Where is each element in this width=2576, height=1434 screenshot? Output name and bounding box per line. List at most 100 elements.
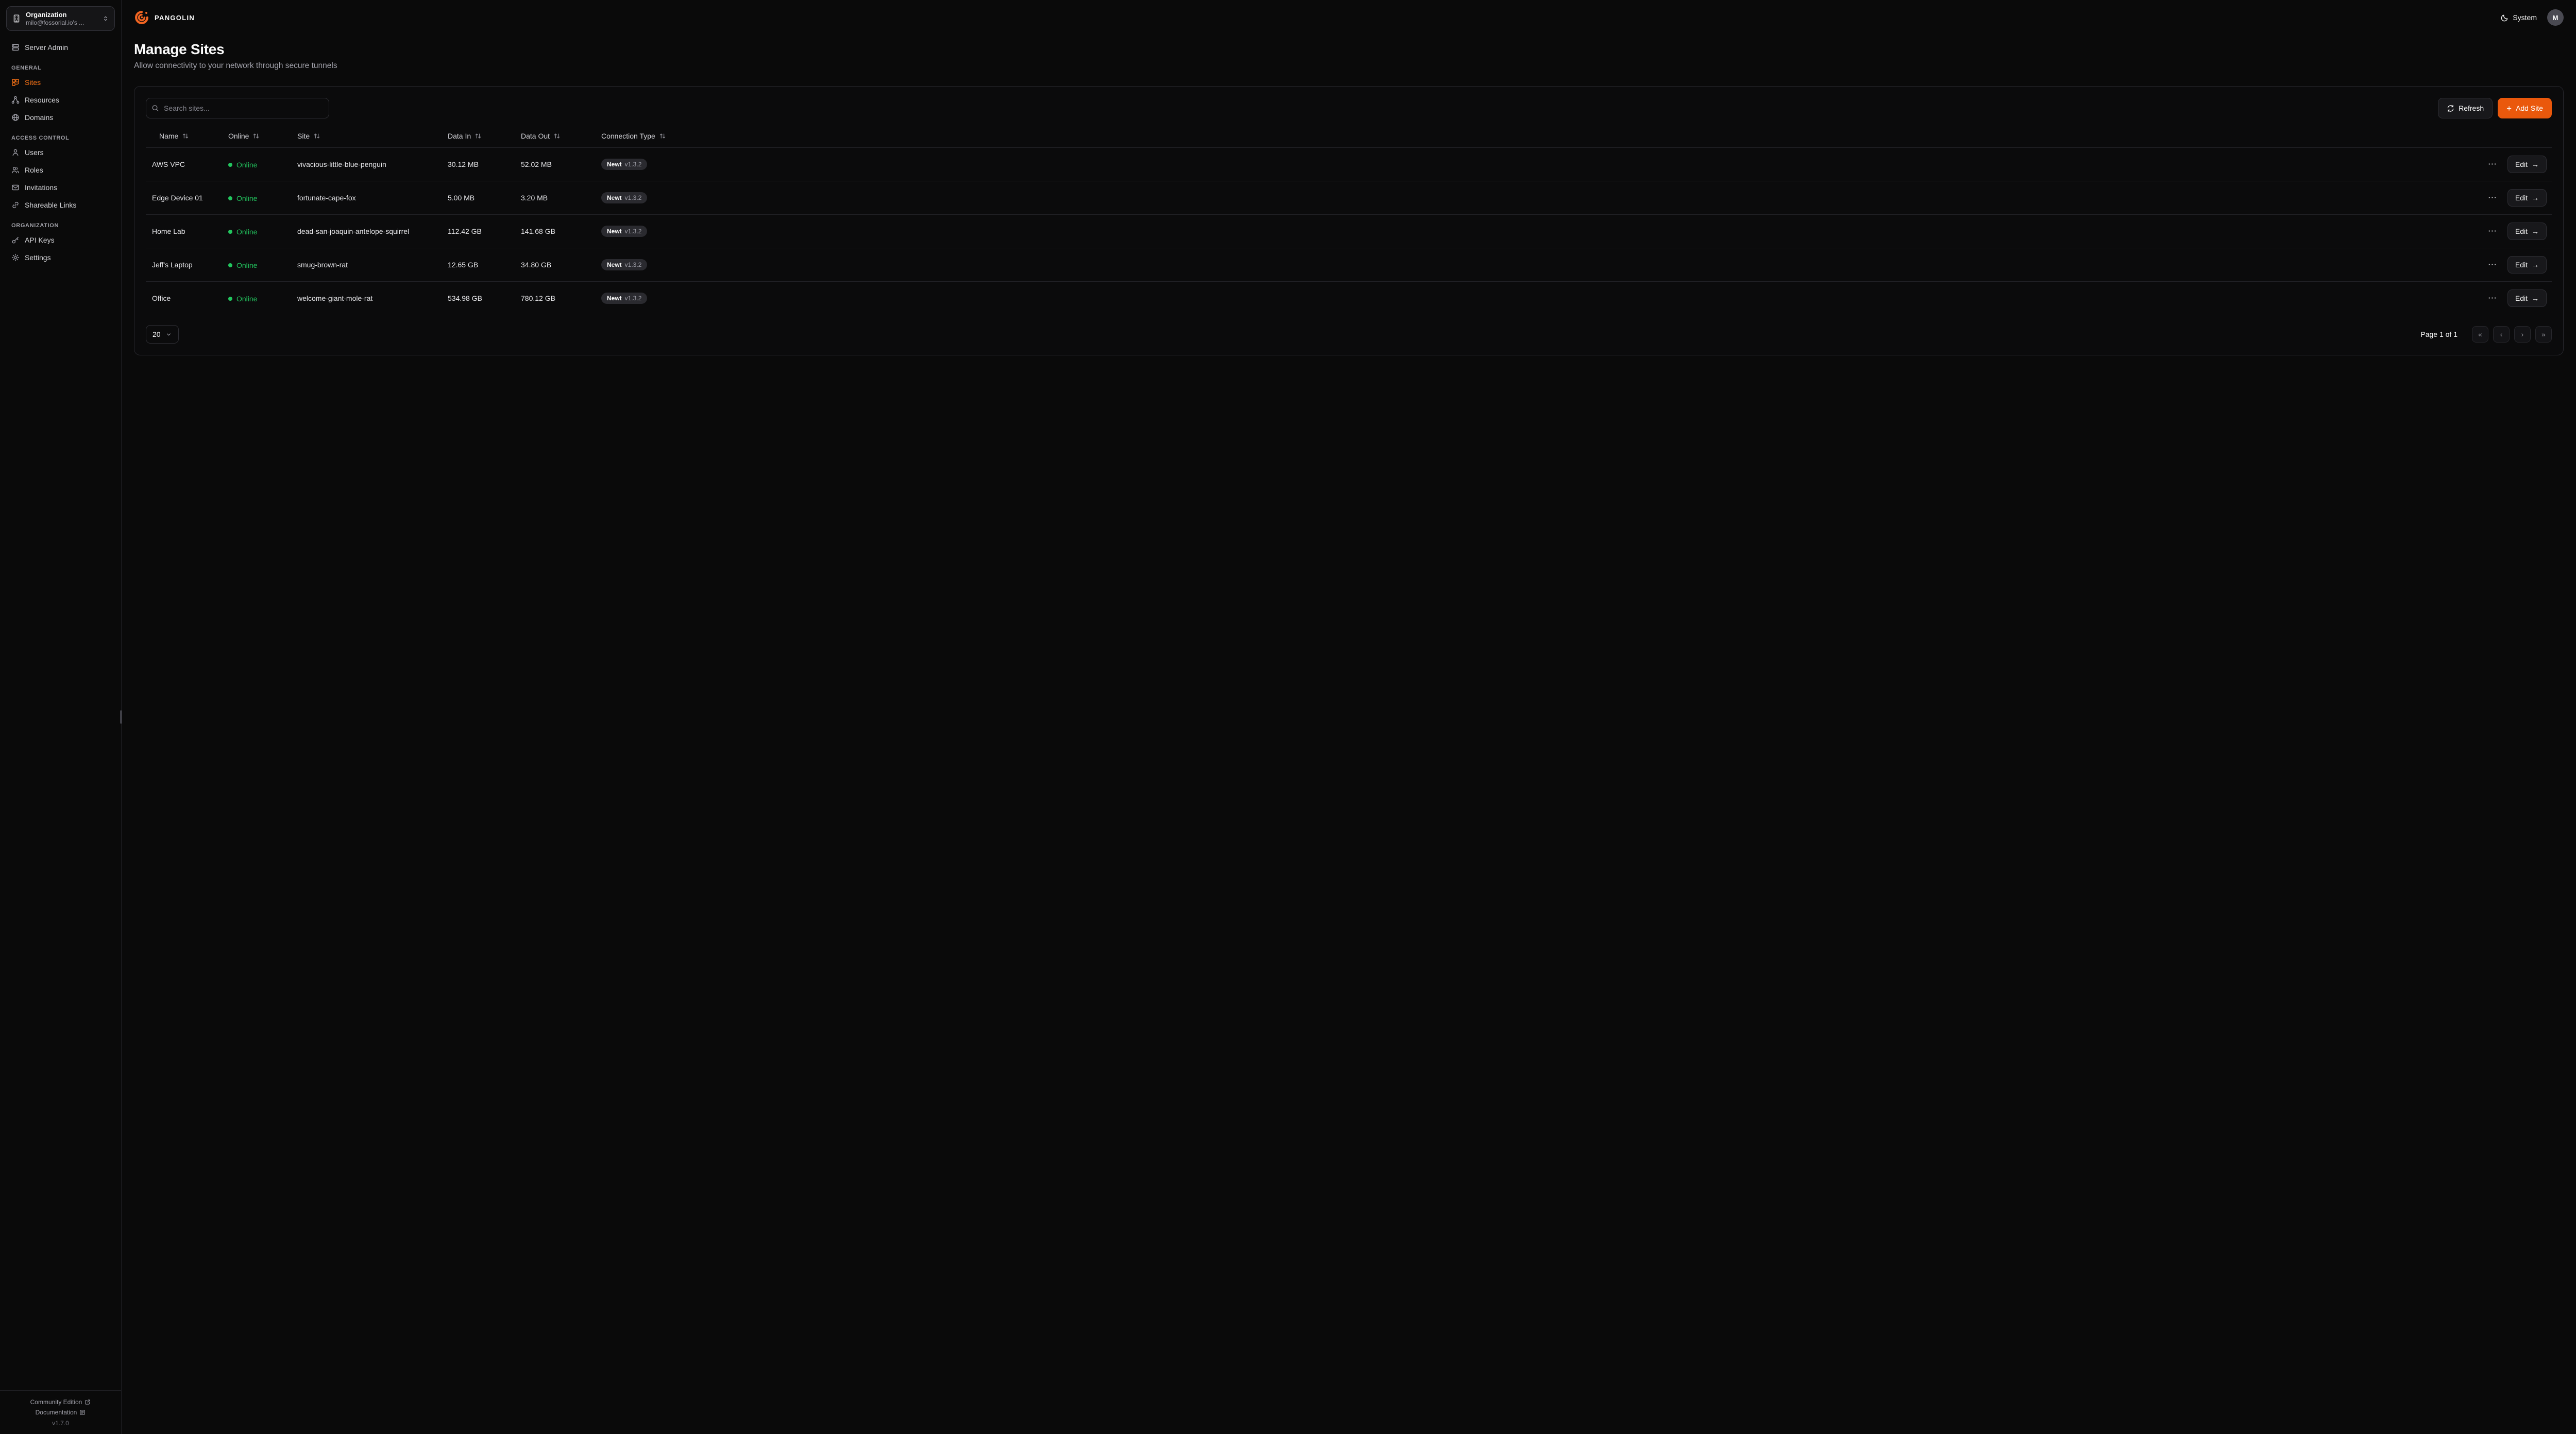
column-header-label: Data In bbox=[448, 132, 471, 140]
online-dot-icon bbox=[228, 162, 232, 167]
sidebar-item-settings[interactable]: Settings bbox=[6, 249, 115, 266]
table-row-edge-device-01: Edge Device 01 Online fortunate-cape-fox… bbox=[146, 181, 2552, 215]
plus-icon: + bbox=[2506, 103, 2512, 113]
row-edit-button[interactable]: Edit → bbox=[2507, 256, 2547, 274]
external-link-icon bbox=[84, 1399, 91, 1405]
row-edit-button[interactable]: Edit → bbox=[2507, 189, 2547, 207]
cell-data-in: 12.65 GB bbox=[443, 248, 516, 282]
page-size-select[interactable]: 20 bbox=[146, 325, 179, 344]
cell-actions: ⋯ Edit → bbox=[708, 214, 2552, 248]
online-dot-icon bbox=[228, 263, 232, 267]
cell-data-in: 30.12 MB bbox=[443, 147, 516, 181]
connection-name: Newt bbox=[607, 295, 622, 302]
row-edit-button[interactable]: Edit → bbox=[2507, 289, 2547, 307]
sites-panel: Refresh + Add Site bbox=[134, 86, 2564, 355]
org-picker[interactable]: Organization milo@fossorial.io's ... bbox=[6, 6, 115, 31]
pager-button-next-page[interactable]: › bbox=[2514, 326, 2531, 343]
column-header-actions bbox=[708, 127, 2552, 148]
brand-name: PANGOLIN bbox=[155, 13, 195, 22]
avatar[interactable]: M bbox=[2547, 9, 2564, 26]
document-icon bbox=[79, 1409, 86, 1415]
row-more-button[interactable]: ⋯ bbox=[2486, 259, 2499, 271]
documentation-link[interactable]: Documentation bbox=[6, 1407, 115, 1418]
column-header-data-out[interactable]: Data Out bbox=[516, 127, 596, 148]
row-edit-button[interactable]: Edit → bbox=[2507, 223, 2547, 240]
column-header-site[interactable]: Site bbox=[292, 127, 443, 148]
sites-table: Name Online bbox=[146, 127, 2552, 315]
pager: Page 1 of 1 « ‹ › bbox=[2420, 326, 2552, 343]
cell-actions: ⋯ Edit → bbox=[708, 147, 2552, 181]
column-header-name[interactable]: Name bbox=[146, 127, 223, 148]
sidebar-resize-handle[interactable] bbox=[120, 710, 122, 724]
cell-site: fortunate-cape-fox bbox=[292, 181, 443, 215]
sidebar-item-shareable-links[interactable]: Shareable Links bbox=[6, 197, 115, 213]
pager-button-prev-page[interactable]: ‹ bbox=[2493, 326, 2510, 343]
pager-button-first-page[interactable]: « bbox=[2472, 326, 2488, 343]
sidebar-item-api-keys[interactable]: API Keys bbox=[6, 232, 115, 248]
community-edition-link[interactable]: Community Edition bbox=[6, 1397, 115, 1407]
row-more-button[interactable]: ⋯ bbox=[2486, 192, 2499, 204]
top-actions: System M bbox=[2501, 9, 2564, 26]
connection-type-badge: Newt v1.3.2 bbox=[601, 159, 648, 170]
online-label: Online bbox=[236, 194, 258, 202]
cell-name: Jeff's Laptop bbox=[146, 248, 223, 282]
main-content: PANGOLIN System M Manage Sites Allow con… bbox=[122, 0, 2576, 1434]
sidebar-section-general: GENERAL Sites Resources Domains bbox=[6, 65, 115, 126]
org-picker-text: Organization milo@fossorial.io's ... bbox=[26, 11, 97, 26]
arrow-right-icon: → bbox=[2532, 194, 2539, 202]
cell-actions: ⋯ Edit → bbox=[708, 248, 2552, 282]
sidebar-item-sites[interactable]: Sites bbox=[6, 74, 115, 91]
section-label-access-control: ACCESS CONTROL bbox=[11, 135, 70, 141]
cell-connection-type: Newt v1.3.2 bbox=[596, 281, 708, 315]
section-label-organization: ORGANIZATION bbox=[11, 223, 59, 229]
sidebar-item-users[interactable]: Users bbox=[6, 144, 115, 161]
cell-data-out: 52.02 MB bbox=[516, 147, 596, 181]
cell-online: Online bbox=[223, 147, 292, 181]
connection-name: Newt bbox=[607, 228, 622, 235]
column-header-data-in[interactable]: Data In bbox=[443, 127, 516, 148]
table-row-office: Office Online welcome-giant-mole-rat 534… bbox=[146, 281, 2552, 315]
arrow-right-icon: → bbox=[2532, 227, 2539, 235]
edit-label: Edit bbox=[2515, 294, 2528, 302]
table-row-home-lab: Home Lab Online dead-san-joaquin-antelop… bbox=[146, 214, 2552, 248]
connection-version: v1.3.2 bbox=[624, 295, 642, 302]
online-label: Online bbox=[236, 261, 258, 269]
sidebar-item-resources[interactable]: Resources bbox=[6, 92, 115, 108]
sidebar-item-server-admin[interactable]: Server Admin bbox=[6, 39, 115, 56]
pager-glyph: ‹ bbox=[2500, 330, 2503, 338]
add-site-button[interactable]: + Add Site bbox=[2498, 98, 2552, 118]
column-header-online[interactable]: Online bbox=[223, 127, 292, 148]
refresh-button[interactable]: Refresh bbox=[2438, 98, 2493, 118]
search-wrap bbox=[146, 98, 329, 118]
sort-icon bbox=[553, 132, 561, 140]
row-more-button[interactable]: ⋯ bbox=[2486, 225, 2499, 237]
cell-site: vivacious-little-blue-penguin bbox=[292, 147, 443, 181]
pager-button-last-page[interactable]: » bbox=[2535, 326, 2552, 343]
row-more-button[interactable]: ⋯ bbox=[2486, 158, 2499, 170]
column-header-label: Site bbox=[297, 132, 310, 140]
sites-toolbar: Refresh + Add Site bbox=[146, 98, 2552, 118]
sidebar-item-label: Domains bbox=[25, 113, 54, 122]
sidebar-item-domains[interactable]: Domains bbox=[6, 109, 115, 126]
online-dot-icon bbox=[228, 229, 232, 234]
column-header-connection-type[interactable]: Connection Type bbox=[596, 127, 708, 148]
theme-toggle-button[interactable]: System bbox=[2501, 13, 2537, 22]
connection-version: v1.3.2 bbox=[624, 161, 642, 168]
row-more-button[interactable]: ⋯ bbox=[2486, 292, 2499, 304]
cell-connection-type: Newt v1.3.2 bbox=[596, 147, 708, 181]
cell-data-out: 34.80 GB bbox=[516, 248, 596, 282]
sidebar-item-invitations[interactable]: Invitations bbox=[6, 179, 115, 196]
building-icon bbox=[12, 14, 21, 23]
online-dot-icon bbox=[228, 196, 232, 200]
sidebar-item-roles[interactable]: Roles bbox=[6, 162, 115, 178]
table-footer: 20 Page 1 of 1 « ‹ bbox=[146, 325, 2552, 344]
refresh-label: Refresh bbox=[2459, 104, 2484, 112]
sidebar-item-icon bbox=[11, 253, 20, 262]
row-edit-button[interactable]: Edit → bbox=[2507, 156, 2547, 173]
sidebar-item-label: Roles bbox=[25, 166, 43, 174]
column-header-label: Online bbox=[228, 132, 249, 140]
sidebar-item-icon bbox=[11, 166, 20, 174]
search-input[interactable] bbox=[146, 98, 329, 118]
pager-buttons: « ‹ › » bbox=[2472, 326, 2552, 343]
brand[interactable]: PANGOLIN bbox=[134, 10, 195, 25]
